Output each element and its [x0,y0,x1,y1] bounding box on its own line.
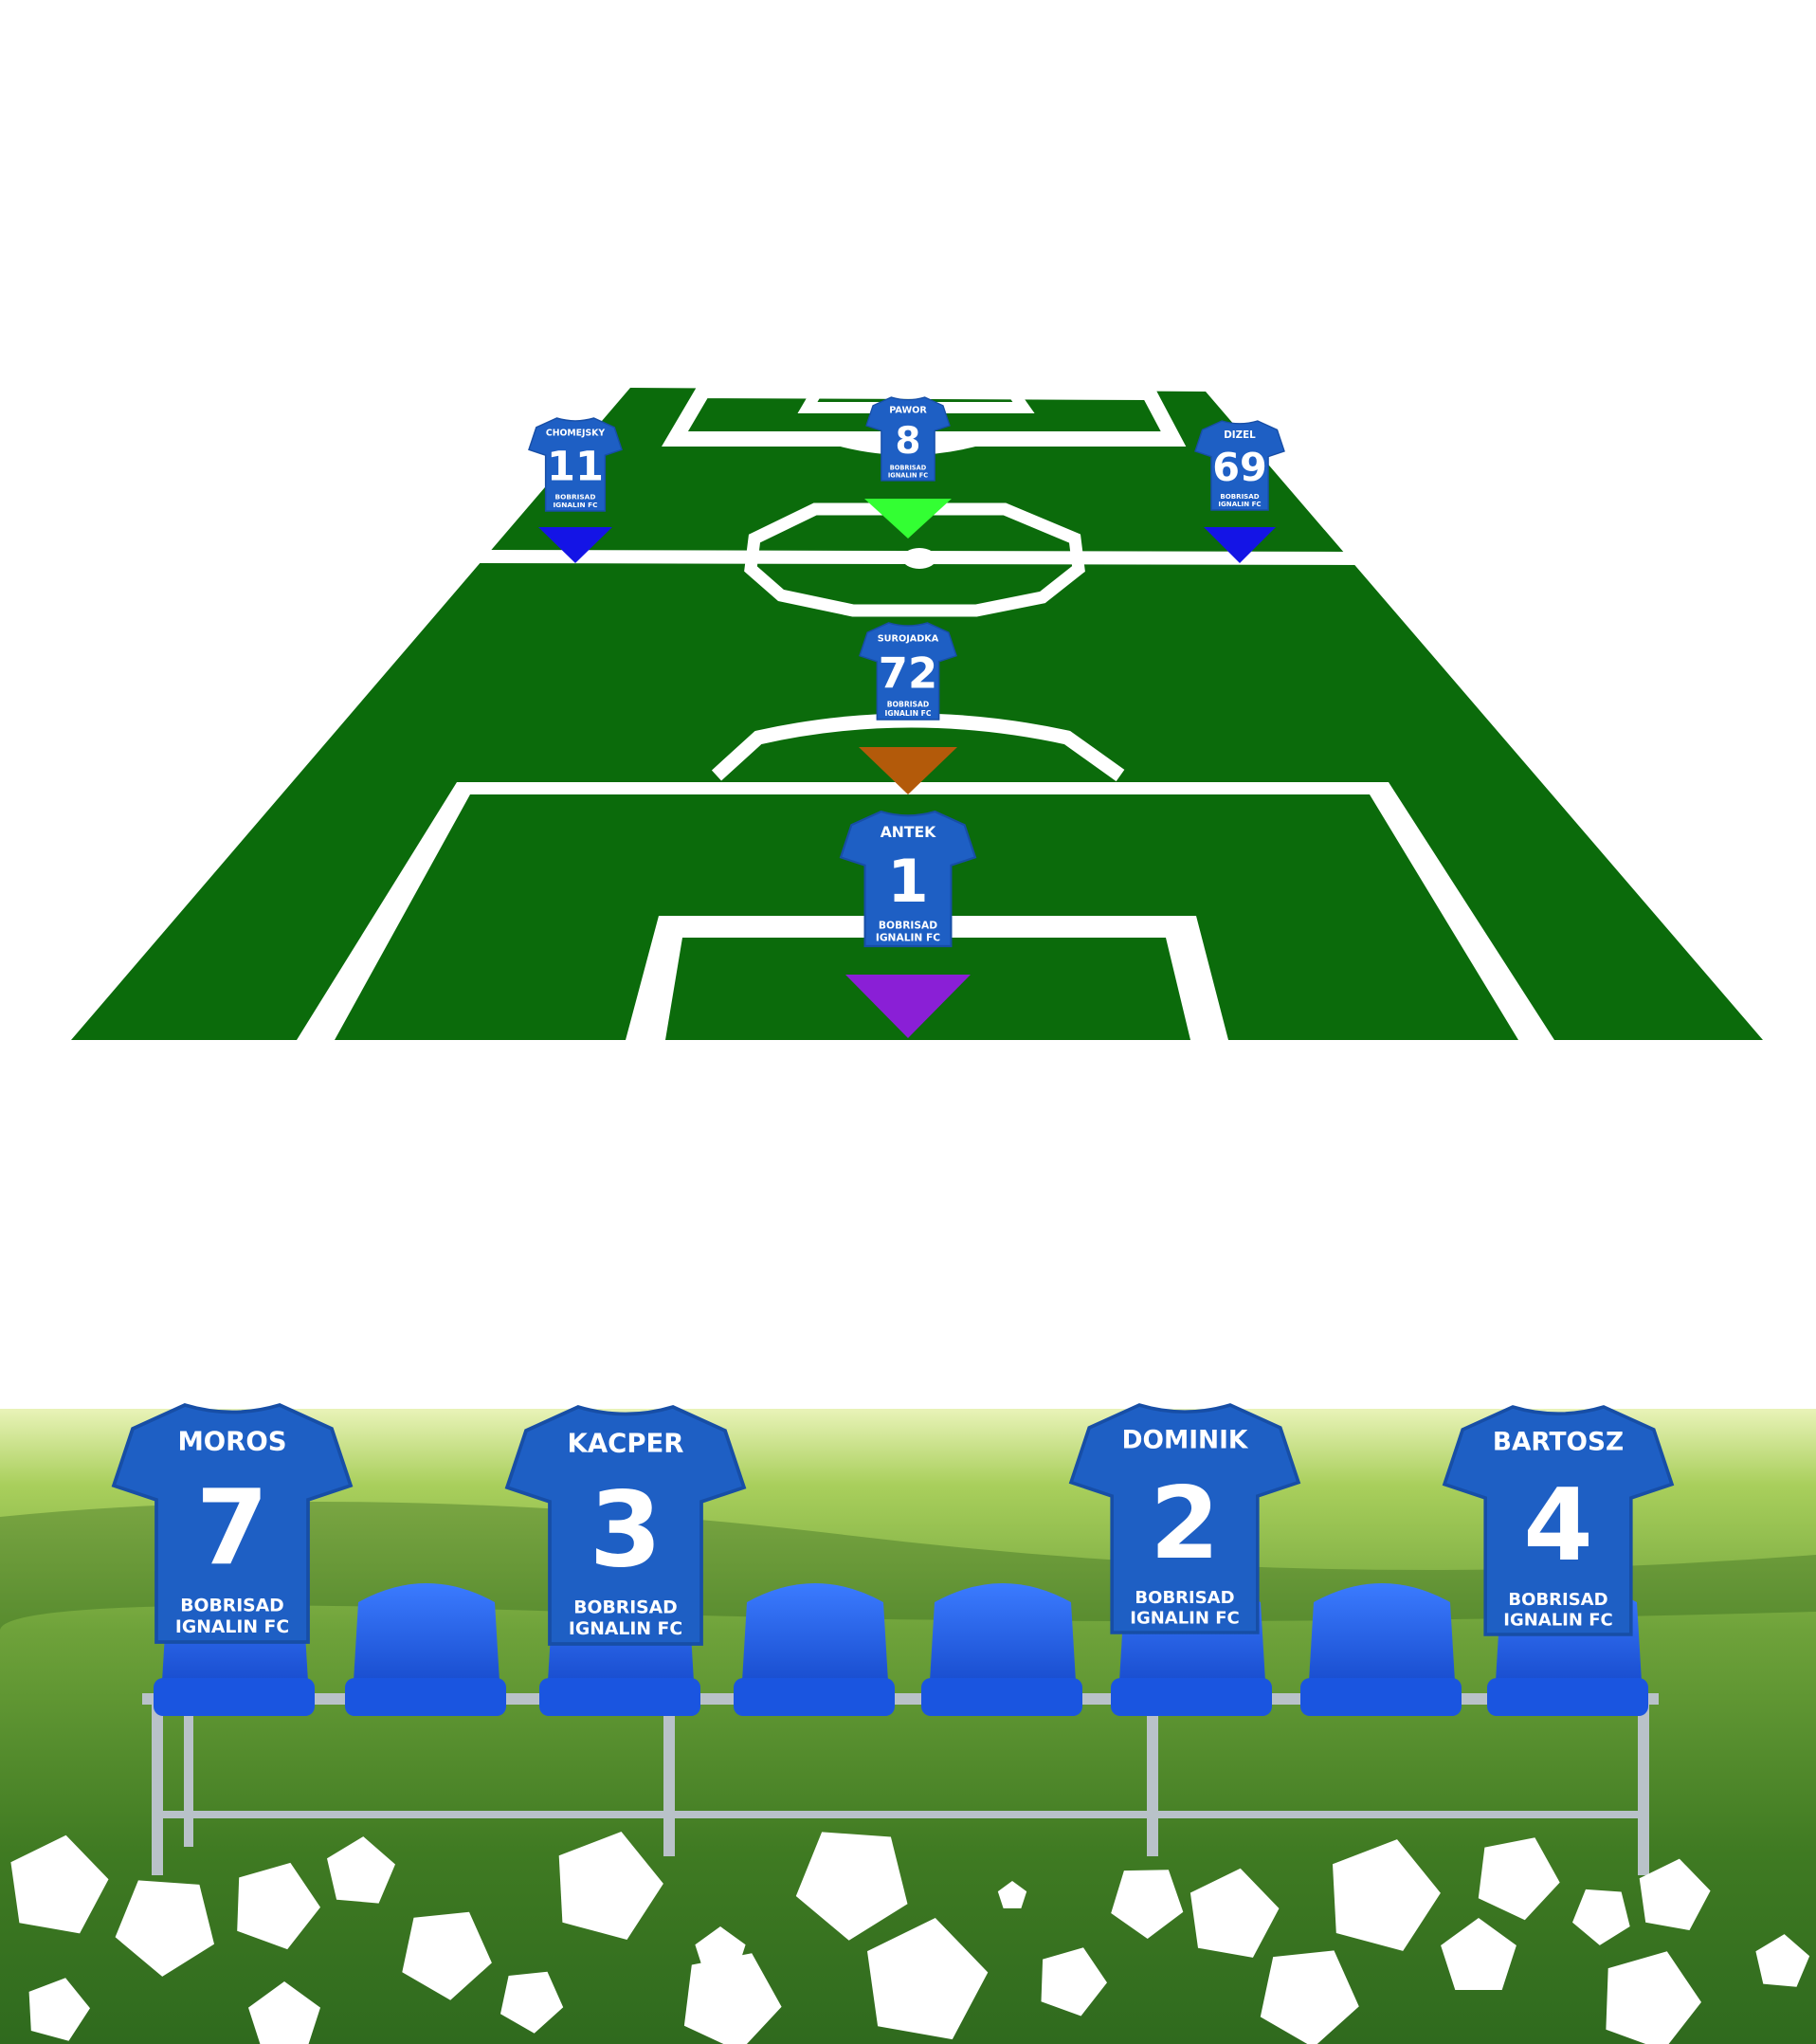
pentagon-shape [115,1880,214,1977]
shirt-number: 2 [1150,1465,1219,1581]
shirt-club-line1: BOBRISAD [573,1598,678,1618]
position-marker-pawor [864,499,952,538]
pentagon-shape [997,1881,1027,1908]
shirt-club-line2: IGNALIN FC [1218,500,1261,508]
shirt-name: DOMINIK [1122,1426,1249,1455]
shirt-club-line2: IGNALIN FC [1130,1608,1239,1628]
shirt-body [859,622,957,721]
bench-seat [734,1583,895,1716]
position-marker-chomejsky [538,527,612,563]
pentagon-shape [1478,1837,1560,1921]
shirt-body [839,810,977,948]
bench-seat [921,1583,1082,1716]
pentagon-shape [683,1953,782,2044]
shirt-club-line2: IGNALIN FC [885,709,932,718]
ball-decoration [10,1832,1810,2044]
pentagon-shape [10,1834,109,1934]
pentagon-shape [558,1832,663,1940]
shirt-name: SUROJADKA [878,633,939,644]
shirt-club-line2: IGNALIN FC [888,471,928,479]
shirt-club-line2: IGNALIN FC [175,1617,289,1637]
pentagon-shape [327,1836,395,1904]
shirt-club-line1: BOBRISAD [180,1597,284,1616]
shirt-body [528,417,623,512]
shirt-body [1442,1405,1675,1636]
shirt-club-line1: BOBRISAD [890,465,927,472]
bench-seat [345,1583,506,1716]
shirt-name: MOROS [177,1427,286,1457]
pentagon-shape [795,1832,908,1941]
pentagon-shape [1260,1950,1359,2044]
position-marker-dizel [1204,527,1276,563]
shirt-club-line1: BOBRISAD [887,701,930,709]
position-marker-surojadka [859,747,957,794]
pentagon-shape [1755,1934,1810,1987]
shirt-club-line1: BOBRISAD [1508,1590,1607,1610]
pentagon-shape [1572,1889,1630,1945]
shirt-number: 7 [196,1468,269,1589]
pitch-bottom-penalty-arc [711,713,1125,782]
shirt-body [1068,1403,1301,1634]
shirt-name: KACPER [568,1429,684,1459]
pentagon-shape [500,1971,564,2034]
pentagon-shape [1189,1868,1280,1958]
shirt-number: 3 [590,1469,663,1591]
pentagon-shape [1606,1951,1701,2044]
shirt-club-line1: BOBRISAD [879,920,937,932]
shirt-body [865,396,951,482]
shirt-club-line2: IGNALIN FC [876,931,940,943]
shirt-name: BARTOSZ [1493,1428,1624,1457]
bench-seat [1300,1583,1462,1716]
shirt-club-line1: BOBRISAD [1135,1588,1234,1608]
shirt-club-line2: IGNALIN FC [1503,1610,1612,1630]
shirt-name: CHOMEJSKY [546,429,605,439]
pentagon-shape [867,1918,989,2040]
shirt-body [504,1405,747,1646]
shirt-number: 72 [879,648,937,698]
bench-frame [142,1693,1659,1875]
shirt-name: ANTEK [881,824,936,841]
pentagon-shape [248,1981,320,2044]
pentagon-shape [1639,1858,1711,1930]
pentagon-shape [28,1978,91,2041]
pentagon-shape [1441,1918,1516,1990]
shirt-number: 4 [1523,1467,1592,1583]
position-marker-antek [845,975,971,1038]
pitch-center-circle [744,502,1085,617]
shirt-name: DIZEL [1224,429,1256,441]
shirt-number: 11 [547,444,604,491]
pentagon-shape [402,1911,492,2000]
pentagon-shape [1041,1947,1107,2017]
shirt-number: 8 [896,420,921,463]
shirt-club-line2: IGNALIN FC [569,1619,682,1639]
pitch-top-goal-area [797,386,1035,413]
shirt-body [1194,420,1285,511]
shirt-name: PAWOR [889,406,927,416]
shirt-club-line1: BOBRISAD [1220,492,1259,501]
shirt-body [111,1403,354,1644]
pentagon-shape [1111,1870,1184,1939]
pitch-center-spot [902,548,936,569]
pitch-bottom-goal-area [626,916,1228,1040]
shirt-club-line2: IGNALIN FC [553,501,597,509]
pentagon-shape [237,1862,320,1950]
pentagon-shape [1333,1839,1441,1951]
shirt-number: 69 [1212,445,1267,490]
shirt-number: 1 [887,847,928,916]
shirt-club-line1: BOBRISAD [555,492,596,501]
